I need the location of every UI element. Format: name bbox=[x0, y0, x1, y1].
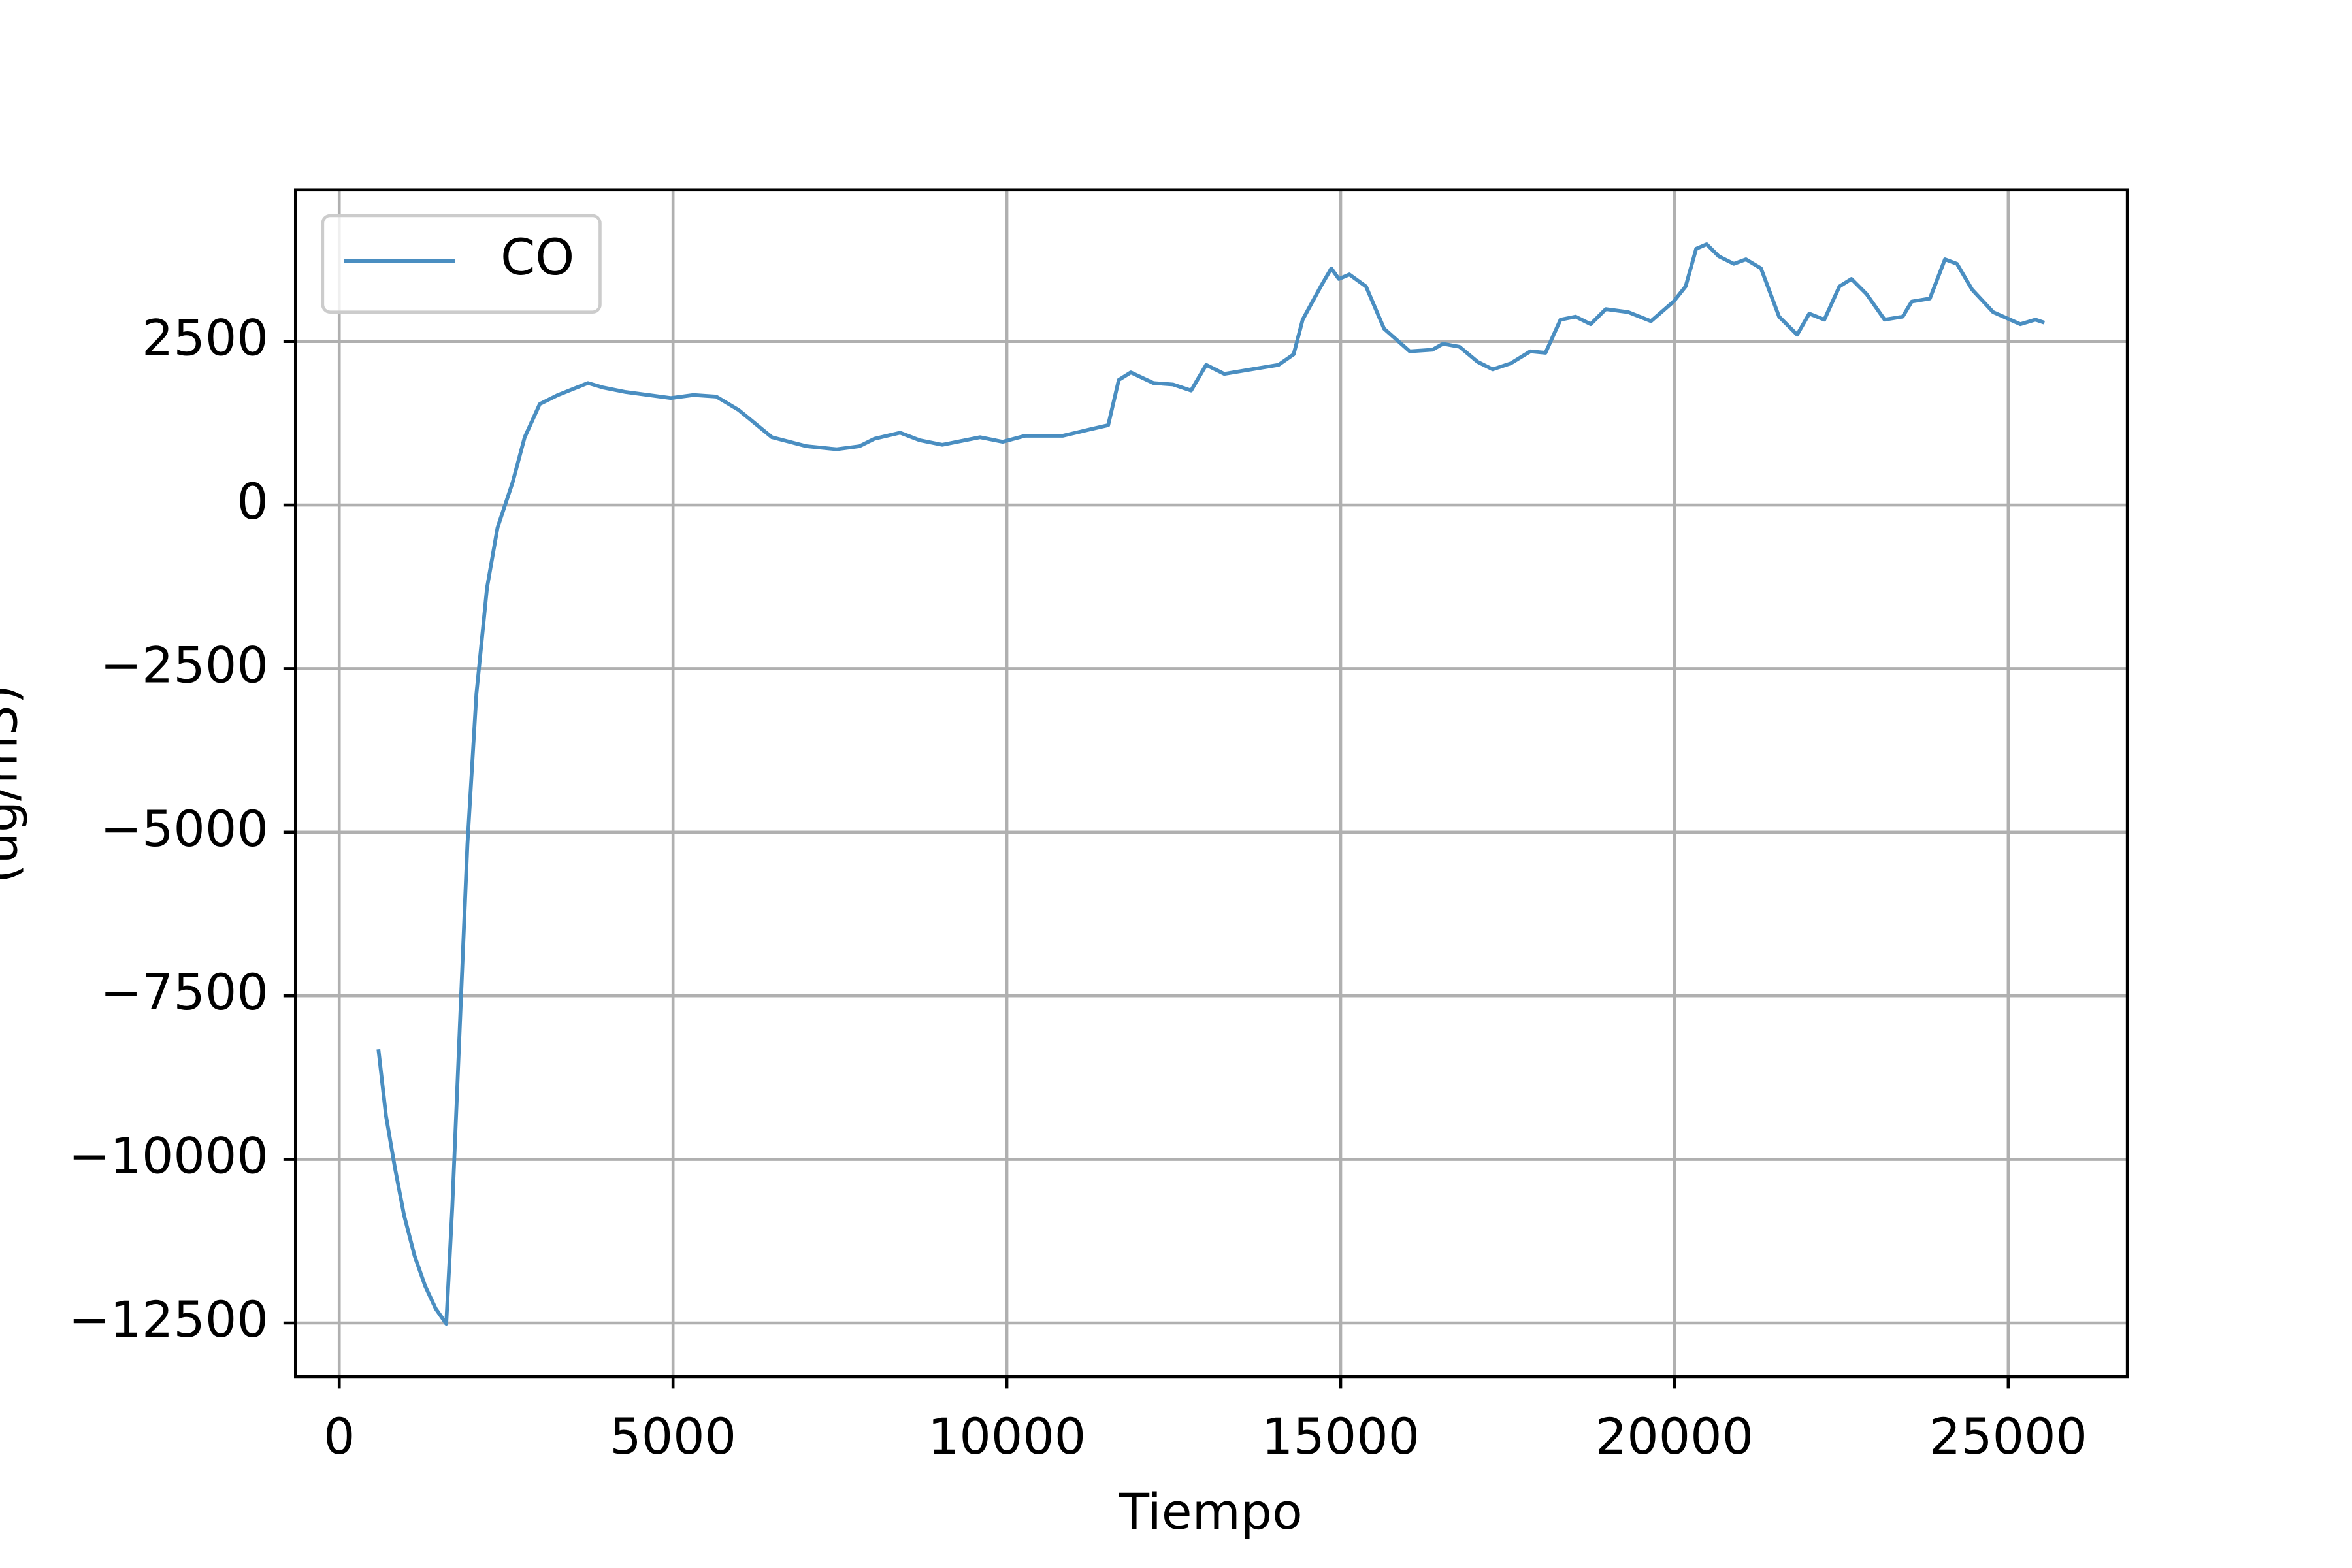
x-tick-label: 20000 bbox=[1595, 1407, 1754, 1465]
x-tick-label: 25000 bbox=[1929, 1407, 2087, 1465]
y-tick-label: −10000 bbox=[69, 1127, 269, 1185]
legend: CO bbox=[321, 214, 602, 314]
data-line bbox=[376, 242, 2046, 1326]
y-tick-label: −12500 bbox=[69, 1290, 269, 1348]
plot bbox=[376, 242, 2046, 1326]
legend-box bbox=[321, 214, 602, 314]
y-tick-label: −7500 bbox=[100, 963, 269, 1021]
y-tick-label: −2500 bbox=[100, 636, 269, 694]
axes-frame bbox=[293, 188, 2129, 1379]
y-tick-label: −5000 bbox=[100, 800, 269, 858]
grid bbox=[295, 189, 2128, 1377]
y-tick-label: 2500 bbox=[142, 309, 269, 367]
y-tick-label: 0 bbox=[237, 472, 268, 531]
x-tick-label: 10000 bbox=[928, 1407, 1086, 1465]
x-axis-label: Tiempo bbox=[1118, 1482, 1302, 1541]
x-tick-label: 0 bbox=[323, 1407, 355, 1465]
y-axis-label: (ug/m3) bbox=[0, 685, 29, 883]
x-tick-label: 5000 bbox=[610, 1407, 736, 1465]
legend-label: CO bbox=[500, 228, 574, 286]
x-tick-label: 15000 bbox=[1262, 1407, 1420, 1465]
